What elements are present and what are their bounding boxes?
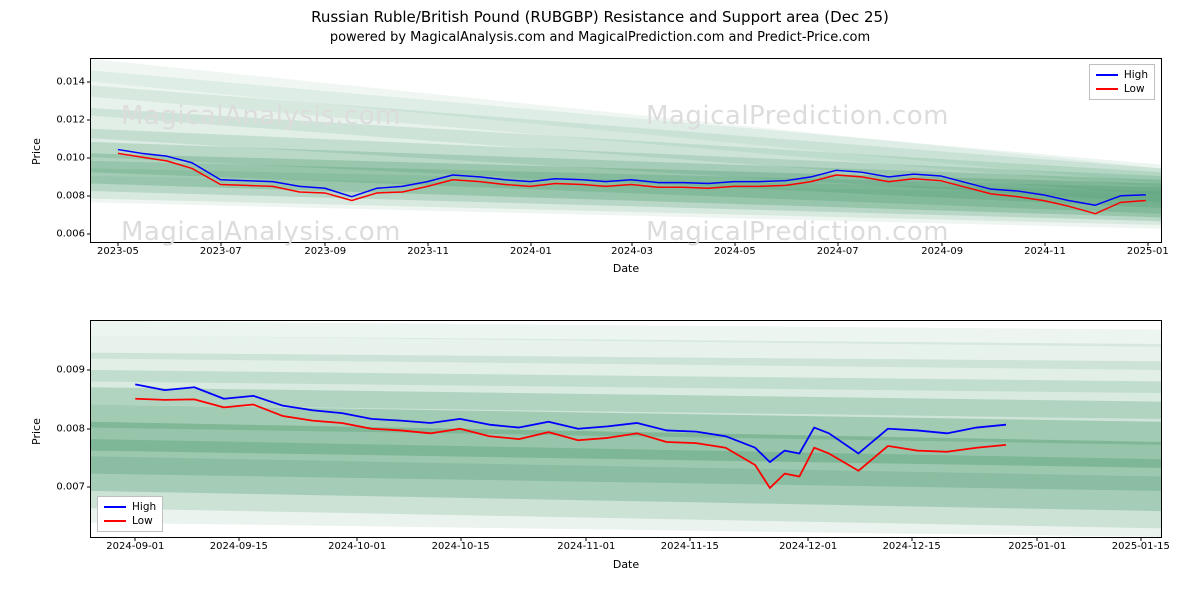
chart-subtitle: powered by MagicalAnalysis.com and Magic… <box>0 30 1200 45</box>
x-tick-label: 2024-05 <box>714 246 756 257</box>
x-tick-label: 2024-09-01 <box>106 541 164 552</box>
legend-item: Low <box>104 514 156 528</box>
x-tick-label: 2024-09 <box>921 246 963 257</box>
legend-item: Low <box>1096 82 1148 96</box>
y-tick-label: 0.007 <box>56 481 85 492</box>
x-tick-label: 2024-07 <box>817 246 859 257</box>
chart-figure: { "figure": { "width_px": 1200, "height_… <box>0 0 1200 600</box>
y-tick-label: 0.006 <box>56 229 85 240</box>
bottom-chart-xlabel: Date <box>90 558 1162 571</box>
x-tick-label: 2024-11-15 <box>661 541 719 552</box>
x-tick-label: 2025-01-15 <box>1112 541 1170 552</box>
y-tick-label: 0.012 <box>56 115 85 126</box>
x-tick-label: 2023-07 <box>200 246 242 257</box>
x-tick-label: 2023-09 <box>304 246 346 257</box>
x-tick-label: 2024-10-01 <box>328 541 386 552</box>
top-chart-panel: MagicalAnalysis.com MagicalPrediction.co… <box>90 58 1162 243</box>
x-tick-label: 2023-05 <box>97 246 139 257</box>
x-tick-label: 2024-01 <box>510 246 552 257</box>
top-chart-xlabel: Date <box>90 262 1162 275</box>
x-tick-label: 2023-11 <box>407 246 449 257</box>
x-tick-label: 2024-03 <box>611 246 653 257</box>
top-chart-svg <box>91 59 1161 242</box>
chart-title: Russian Ruble/British Pound (RUBGBP) Res… <box>0 8 1200 26</box>
top-chart-legend: High Low <box>1089 64 1155 100</box>
y-tick-label: 0.010 <box>56 153 85 164</box>
top-chart-ylabel: Price <box>30 138 43 165</box>
bottom-chart-legend: High Low <box>97 496 163 532</box>
legend-label: Low <box>132 514 153 528</box>
legend-item: High <box>1096 68 1148 82</box>
x-tick-label: 2024-09-15 <box>210 541 268 552</box>
legend-label: High <box>132 500 156 514</box>
legend-label: High <box>1124 68 1148 82</box>
bottom-chart-svg <box>91 321 1161 537</box>
x-tick-label: 2024-11 <box>1024 246 1066 257</box>
x-tick-label: 2024-11-01 <box>557 541 615 552</box>
legend-swatch-low <box>1096 88 1118 90</box>
x-tick-label: 2024-10-15 <box>432 541 490 552</box>
y-tick-label: 0.008 <box>56 191 85 202</box>
legend-label: Low <box>1124 82 1145 96</box>
bottom-chart-ylabel: Price <box>30 418 43 445</box>
legend-swatch-low <box>104 520 126 522</box>
x-tick-label: 2025-01-01 <box>1008 541 1066 552</box>
legend-swatch-high <box>1096 74 1118 76</box>
legend-item: High <box>104 500 156 514</box>
x-tick-label: 2025-01 <box>1127 246 1169 257</box>
y-tick-label: 0.008 <box>56 423 85 434</box>
legend-swatch-high <box>104 506 126 508</box>
y-tick-label: 0.009 <box>56 365 85 376</box>
x-tick-label: 2024-12-15 <box>883 541 941 552</box>
x-tick-label: 2024-12-01 <box>779 541 837 552</box>
y-tick-label: 0.014 <box>56 76 85 87</box>
bottom-chart-panel: High Low 0.0070.0080.0092024-09-012024-0… <box>90 320 1162 538</box>
